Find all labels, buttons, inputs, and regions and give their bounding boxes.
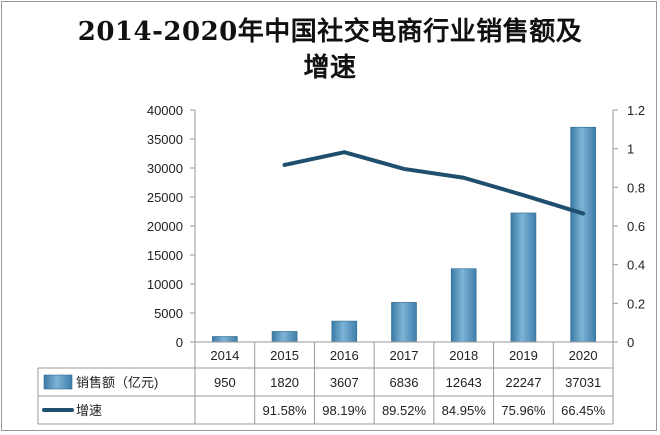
table-cell-growth: 75.96% <box>501 403 546 418</box>
bar-sales-2018 <box>450 268 477 343</box>
x-category-label: 2019 <box>509 348 538 363</box>
table-cell-growth: 98.19% <box>322 403 367 418</box>
table-cell-sales: 22247 <box>505 375 541 390</box>
y-left-tick-label: 35000 <box>147 132 183 147</box>
bar-sales-2016 <box>331 320 358 343</box>
table-cell-sales: 950 <box>214 375 236 390</box>
y-right-tick-label: 0.4 <box>627 258 645 273</box>
bar-sales-2014 <box>212 336 238 343</box>
x-category-label: 2016 <box>330 348 359 363</box>
x-category-label: 2018 <box>449 348 478 363</box>
chart-title-line-2: 增速 <box>303 53 357 83</box>
y-left-tick-label: 30000 <box>147 161 183 176</box>
table-cell-sales: 3607 <box>330 375 359 390</box>
x-category-label: 2015 <box>270 348 299 363</box>
x-category-label: 2014 <box>210 348 239 363</box>
y-right-tick-label: 0 <box>627 335 634 350</box>
y-right-tick-label: 0.8 <box>627 180 645 195</box>
chart-title: 2014-2020年中国社交电商行业销售额及 增速 <box>2 14 658 86</box>
table-cell-sales: 12643 <box>446 375 482 390</box>
y-left-tick-label: 15000 <box>147 248 183 263</box>
table-cell-sales: 37031 <box>565 375 601 390</box>
y-right-tick-label: 0.6 <box>627 219 645 234</box>
y-left-tick-label: 25000 <box>147 190 183 205</box>
bar-sales-2019 <box>510 212 537 343</box>
y-left-tick-label: 10000 <box>147 277 183 292</box>
table-cell-growth: 89.52% <box>382 403 427 418</box>
bar-sales-2015 <box>271 331 298 343</box>
table-cell-growth: 91.58% <box>263 403 308 418</box>
x-category-label: 2020 <box>569 348 598 363</box>
y-left-tick-label: 40000 <box>147 103 183 118</box>
table-cell-sales: 1820 <box>270 375 299 390</box>
y-right-tick-label: 1.2 <box>627 103 645 118</box>
legend-label-growth: 增速 <box>76 403 102 418</box>
table-cell-sales: 6836 <box>390 375 419 390</box>
y-left-tick-label: 20000 <box>147 219 183 234</box>
line-growth-rate <box>282 150 586 216</box>
bar-sales-2020 <box>570 126 596 343</box>
legend-key-sales <box>43 374 73 390</box>
table-cell-growth: 84.95% <box>442 403 487 418</box>
chart-title-line-1: 2014-2020年中国社交电商行业销售额及 <box>77 17 583 47</box>
x-category-label: 2017 <box>390 348 419 363</box>
y-right-tick-label: 0.2 <box>627 296 645 311</box>
bar-sales-2017 <box>391 302 417 343</box>
y-right-tick-label: 1 <box>627 142 634 157</box>
y-left-tick-label: 0 <box>176 335 183 350</box>
legend-label-sales: 销售额（亿元) <box>76 375 158 390</box>
table-cell-growth: 66.45% <box>561 403 606 418</box>
y-left-tick-label: 5000 <box>154 306 183 321</box>
